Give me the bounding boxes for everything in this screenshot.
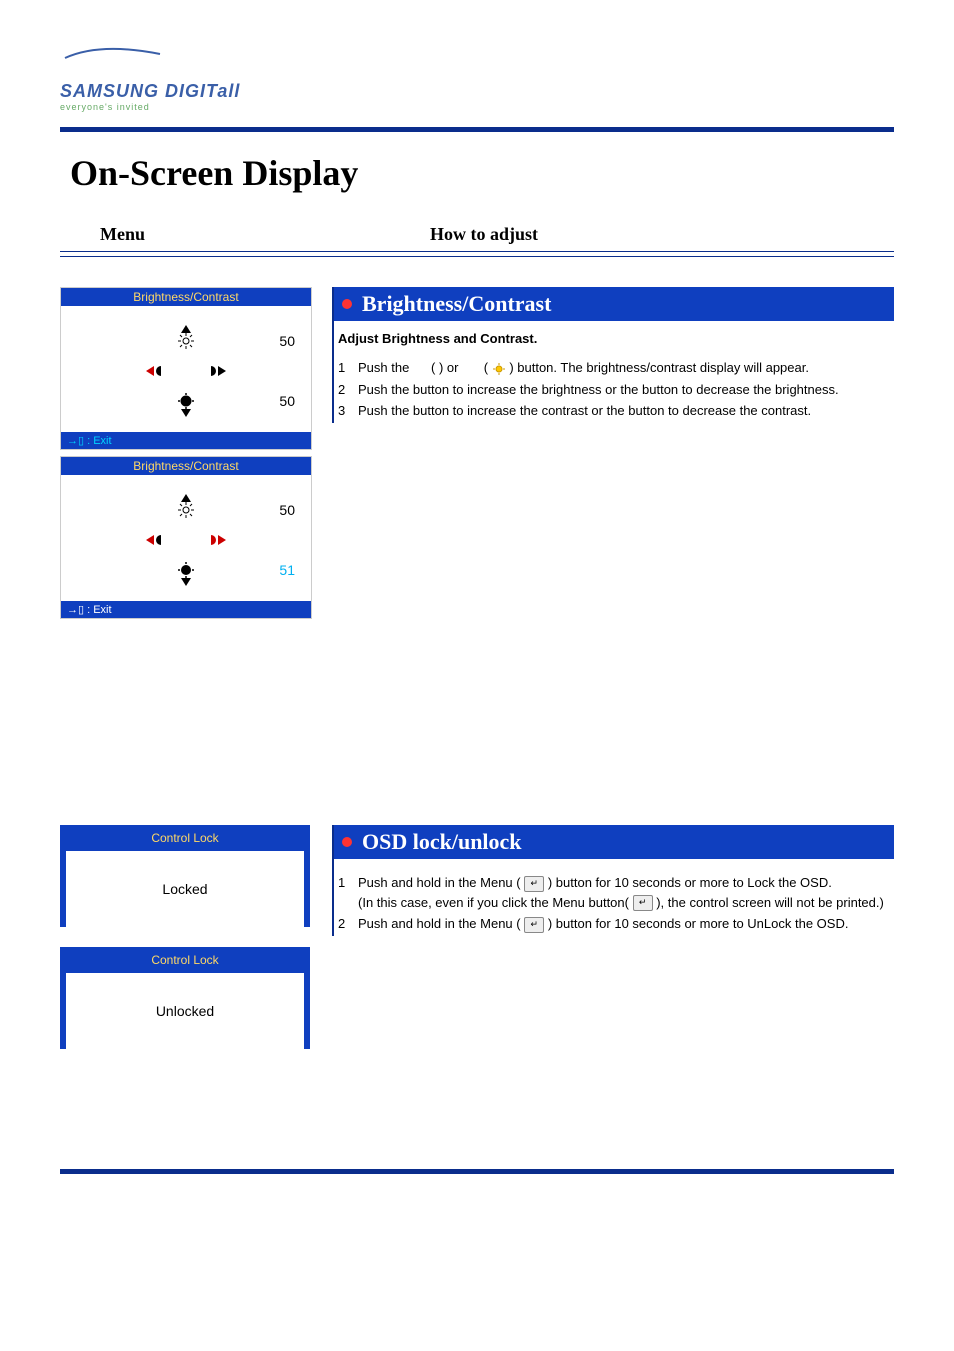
bc-panel2-exit: : Exit (87, 604, 111, 616)
step-number: 1 (338, 358, 358, 378)
logo-sub-text: everyone's invited (60, 102, 894, 112)
bc-panel1-brightness-value: 50 (279, 333, 295, 349)
step-number: 3 (338, 401, 358, 421)
red-dot-icon (342, 837, 352, 847)
col-header-howto: How to adjust (430, 224, 538, 245)
half-circle-right-red-icon (206, 535, 216, 545)
bc-panel1-exit: : Exit (87, 435, 111, 447)
bc-instruction-column: Brightness/Contrast Adjust Brightness an… (332, 287, 894, 423)
half-circle-left-icon (156, 366, 166, 376)
arrow-right-icon (218, 366, 226, 376)
bc-step-1: 1 Push the ( ) or ( ) button. The bright… (338, 358, 894, 378)
bc-panel1-body: 50 50 (61, 306, 311, 432)
arrow-left-red-icon (146, 535, 154, 545)
lock-step-1: 1 Push and hold in the Menu ( ↵ ) button… (338, 873, 894, 912)
section-osd-lock: Control Lock Locked Control Lock Unlocke… (60, 825, 894, 1069)
half-circle-left-icon (156, 535, 166, 545)
bc-menu-column: Brightness/Contrast 50 50 (60, 287, 320, 625)
brightness-icon (178, 502, 194, 518)
bc-subtitle: Adjust Brightness and Contrast. (338, 331, 894, 346)
menu-button-icon: ↵ (524, 917, 544, 933)
lock-step-2: 2 Push and hold in the Menu ( ↵ ) button… (338, 914, 894, 934)
bc-panel2-brightness-value: 50 (279, 502, 295, 518)
lock-section-title: OSD lock/unlock (362, 829, 522, 855)
step-number: 2 (338, 914, 358, 934)
logo-swoosh-icon (60, 40, 200, 76)
step-text: Push and hold in the Menu ( ↵ ) button f… (358, 873, 894, 912)
bc-panel2-footer: →▯ : Exit (61, 601, 311, 618)
lock-panel-unlocked: Control Lock Unlocked (60, 947, 310, 1049)
logo-area: SAMSUNG DIGITall everyone's invited (60, 40, 894, 112)
logo-main-text: SAMSUNG DIGITall (60, 81, 894, 102)
page-title: On-Screen Display (70, 152, 894, 194)
bc-step-2: 2 Push the button to increase the bright… (338, 380, 894, 400)
bc-panel1-title: Brightness/Contrast (61, 288, 311, 306)
step-number: 1 (338, 873, 358, 912)
exit-arrow-icon: →▯ (67, 435, 87, 447)
step-text: Push the button to increase the contrast… (358, 401, 894, 421)
lock-menu-column: Control Lock Locked Control Lock Unlocke… (60, 825, 320, 1069)
bc-panel-1: Brightness/Contrast 50 50 (60, 287, 312, 450)
arrow-down-icon (181, 578, 191, 586)
step-text: Push the ( ) or ( ) button. The brightne… (358, 358, 894, 378)
brightness-icon (178, 333, 194, 349)
step-text: Push and hold in the Menu ( ↵ ) button f… (358, 914, 894, 934)
top-divider (60, 127, 894, 132)
arrow-left-red-icon (146, 366, 154, 376)
bc-section-title: Brightness/Contrast (362, 291, 551, 317)
half-circle-right-icon (206, 366, 216, 376)
column-header-row: Menu How to adjust (60, 224, 894, 245)
page-container: SAMSUNG DIGITall everyone's invited On-S… (0, 0, 954, 1242)
bc-panel-2: Brightness/Contrast 50 51 (60, 456, 312, 619)
bc-section-title-bar: Brightness/Contrast (334, 287, 894, 321)
header-underline (60, 251, 894, 257)
menu-button-icon: ↵ (524, 876, 544, 892)
step-text: Push the button to increase the brightne… (358, 380, 894, 400)
menu-button-icon: ↵ (633, 895, 653, 911)
bc-step-3: 3 Push the button to increase the contra… (338, 401, 894, 421)
bc-panel2-title: Brightness/Contrast (61, 457, 311, 475)
lock-panel-locked: Control Lock Locked (60, 825, 310, 927)
arrow-down-icon (181, 409, 191, 417)
exit-arrow-icon: →▯ (67, 604, 87, 616)
lock-instruction-column: OSD lock/unlock 1 Push and hold in the M… (332, 825, 894, 936)
lock-panel-b-title: Control Lock (60, 947, 310, 973)
lock-steps: 1 Push and hold in the Menu ( ↵ ) button… (334, 873, 894, 934)
lock-section-title-bar: OSD lock/unlock (334, 825, 894, 859)
arrow-right-red-icon (218, 535, 226, 545)
lock-panel-b-body: Unlocked (66, 973, 304, 1049)
bc-panel2-body: 50 51 (61, 475, 311, 601)
bottom-divider (60, 1169, 894, 1174)
bc-panel1-footer: →▯ : Exit (61, 432, 311, 449)
sun-button-icon (492, 363, 506, 375)
col-header-menu: Menu (60, 224, 430, 245)
lock-panel-a-body: Locked (66, 851, 304, 927)
lock-panel-a-title: Control Lock (60, 825, 310, 851)
red-dot-icon (342, 299, 352, 309)
bc-steps: 1 Push the ( ) or ( ) button. The bright… (334, 358, 894, 421)
step-number: 2 (338, 380, 358, 400)
section-brightness-contrast: Brightness/Contrast 50 50 (60, 287, 894, 625)
spacer (60, 685, 894, 825)
